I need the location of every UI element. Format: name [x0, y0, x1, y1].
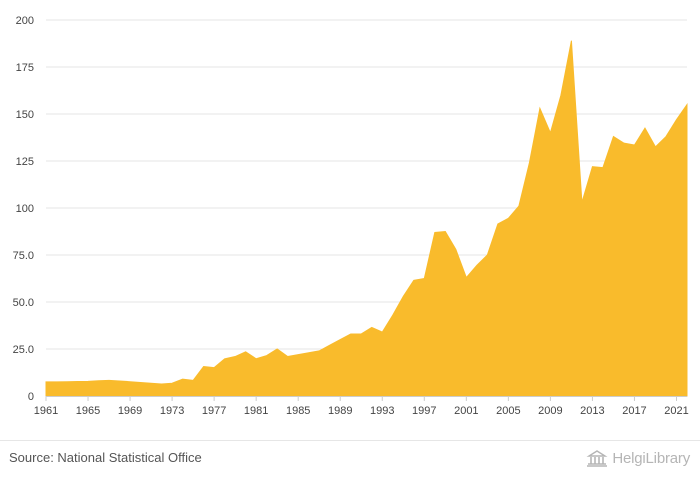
x-tick-label: 2009 [538, 405, 562, 417]
y-tick-label: 150 [16, 109, 34, 121]
series-area [45, 40, 688, 397]
x-tick-label: 1961 [34, 405, 58, 417]
grid-lines [46, 19, 687, 350]
x-tick-label: 2001 [454, 405, 478, 417]
series-layer [45, 40, 688, 397]
brand-logo[interactable]: HelgiLibrary [586, 449, 690, 467]
x-tick-label: 2017 [622, 405, 646, 417]
y-tick-label: 75.0 [13, 250, 34, 262]
y-tick-label: 25.0 [13, 344, 34, 356]
footer [0, 440, 700, 484]
x-tick-label: 1989 [328, 405, 352, 417]
y-tick-label: 0 [28, 391, 34, 403]
x-tick-label: 1993 [370, 405, 394, 417]
x-tick-label: 1969 [118, 405, 142, 417]
y-tick-label: 125 [16, 156, 34, 168]
x-tick-label: 1997 [412, 405, 436, 417]
x-axis: 1961 1965 1969 1973 1977 1981 1985 1989 1993 1997… [34, 396, 689, 417]
x-tick-label: 2013 [580, 405, 604, 417]
library-building-icon [586, 450, 608, 467]
x-tick-label: 2021 [664, 405, 688, 417]
x-tick-label: 1977 [202, 405, 226, 417]
x-tick-label: 1981 [244, 405, 268, 417]
x-tick-label: 1965 [76, 405, 100, 417]
x-tick-label: 1985 [286, 405, 310, 417]
brand-name: HelgiLibrary [612, 449, 690, 467]
y-tick-label: 100 [16, 203, 34, 215]
y-tick-label: 175 [16, 62, 34, 74]
x-tick-label: 2005 [496, 405, 520, 417]
source-text: Source: National Statistical Office [9, 450, 202, 465]
y-axis: 0 25.0 50.0 75.0 100 125 150 175 200 [13, 15, 34, 403]
y-tick-label: 50.0 [13, 297, 34, 309]
y-tick-label: 200 [16, 15, 34, 27]
x-tick-label: 1973 [160, 405, 184, 417]
